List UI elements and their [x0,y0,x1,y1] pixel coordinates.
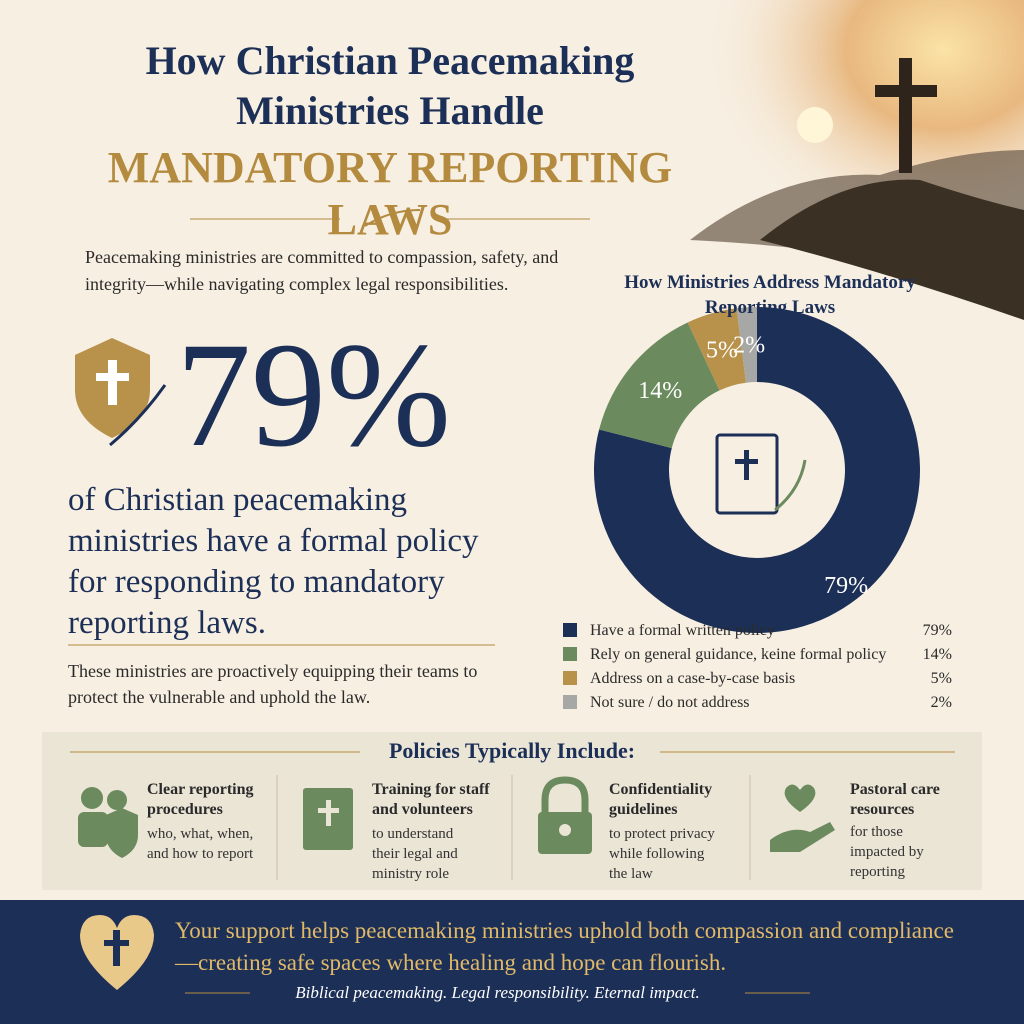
branch [109,384,167,447]
policy-title: Confidentiality guidelines [609,781,713,818]
slice-label: 2% [733,333,765,359]
legend-swatch [563,647,577,661]
intro: Peacemaking ministries are committed to … [85,247,559,294]
chart-title: How Ministries Address Mandatory Reporti… [624,272,916,318]
cross [735,459,758,464]
title-highlight: MANDATORY REPORTING LAWS [107,143,673,244]
legend-value: 2% [931,694,952,711]
donut-slice [594,307,920,634]
legend-value: 5% [931,670,952,687]
policy-title: Clear reporting procedures [147,781,254,818]
footer-tagline: Biblical peacemaking. Legal responsibili… [295,983,700,1002]
legend-swatch [563,695,577,709]
policy-text: who, what, when, and how to report [147,826,254,862]
donut-slice [687,308,746,391]
donut-slice [736,307,757,383]
book-icon [715,433,779,515]
footer-message: Your support helps peacemaking ministrie… [175,918,954,975]
legend-swatch [563,623,577,637]
title: Ministries Handle [236,88,544,133]
branch [774,459,807,512]
policies-title: Policies Typically Include: [388,738,636,763]
policy-text: to understand their legal and ministry r… [372,826,458,882]
policy-text: for those impacted by reporting [850,824,924,880]
hill [760,179,1024,320]
cross [96,373,129,381]
policy-title: Pastoral care resources [850,781,940,818]
slice-label: 5% [706,337,738,363]
legend-label: Rely on general guidance, keine formal p… [590,646,886,663]
cross [113,930,120,966]
legend-value: 79% [923,622,952,639]
stat-note: These ministries are proactively equippi… [68,661,478,707]
slice-label: 14% [638,378,682,404]
footer-band [0,900,1024,1024]
cross [104,940,129,946]
title: How Christian Peacemaking [145,38,635,83]
cross [318,808,339,813]
stat-text: of Christian peacemaking ministries have… [68,482,479,641]
cross [875,85,937,97]
slice-label: 79% [824,573,868,599]
legend-swatch [563,671,577,685]
cross [744,450,749,480]
cross [899,58,912,173]
ornament [364,209,421,227]
legend-value: 14% [923,646,952,663]
donut-slice [599,322,720,449]
policy-title: Training for staff and volunteers [372,781,490,818]
legend-label: Have a formal written policy [590,622,775,639]
cross [108,360,117,405]
legend-label: Not sure / do not address [590,694,750,711]
keyhole [559,824,571,836]
stat-figure: 79% [176,312,451,478]
sun [797,107,833,143]
policy-text: to protect privacy while following the l… [609,826,715,882]
legend-label: Address on a case-by-case basis [590,670,795,687]
